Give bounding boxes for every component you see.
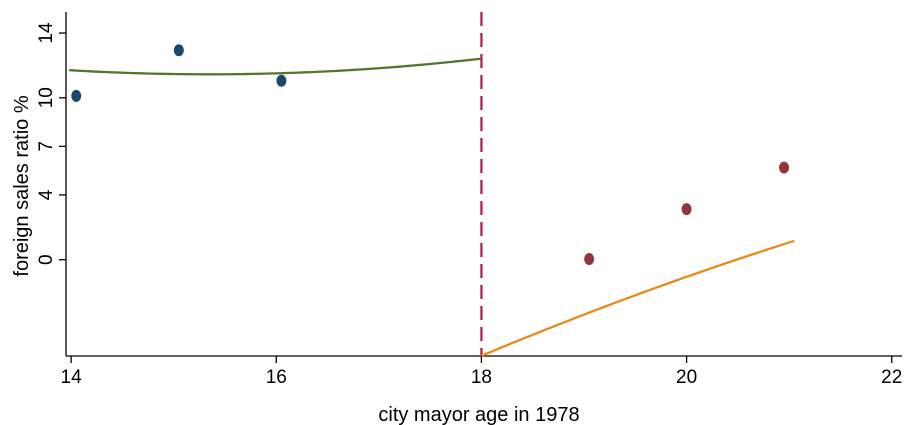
- scatter-point: [71, 89, 82, 102]
- scatter-points: [71, 44, 790, 266]
- fit-curves: [69, 57, 795, 357]
- y-tick-label: 7: [36, 141, 57, 152]
- fit-curve-2: [480, 239, 795, 357]
- scatter-point: [173, 44, 184, 57]
- x-tick-label: 16: [266, 367, 287, 388]
- scatter-point: [584, 253, 595, 266]
- y-tick-label: 0: [36, 254, 57, 265]
- y-axis-ticks: 0 4 7 10 14: [36, 22, 66, 265]
- axes: [65, 12, 902, 357]
- x-axis-ticks: 14 16 18 20 22: [61, 356, 902, 388]
- y-tick-label: 10: [36, 87, 57, 108]
- fit-curve-1: [69, 57, 482, 76]
- y-axis-title: foreign sales ratio %: [11, 95, 33, 276]
- x-tick-label: 14: [61, 367, 83, 388]
- scatter-point: [779, 161, 790, 174]
- y-tick-label: 14: [36, 22, 57, 44]
- x-tick-label: 22: [881, 367, 902, 388]
- x-tick-label: 18: [471, 367, 492, 388]
- x-tick-label: 20: [676, 367, 697, 388]
- scatter-point: [276, 74, 287, 87]
- scatter-point: [681, 203, 692, 216]
- x-axis-title: city mayor age in 1978: [378, 404, 579, 425]
- y-tick-label: 4: [36, 189, 57, 200]
